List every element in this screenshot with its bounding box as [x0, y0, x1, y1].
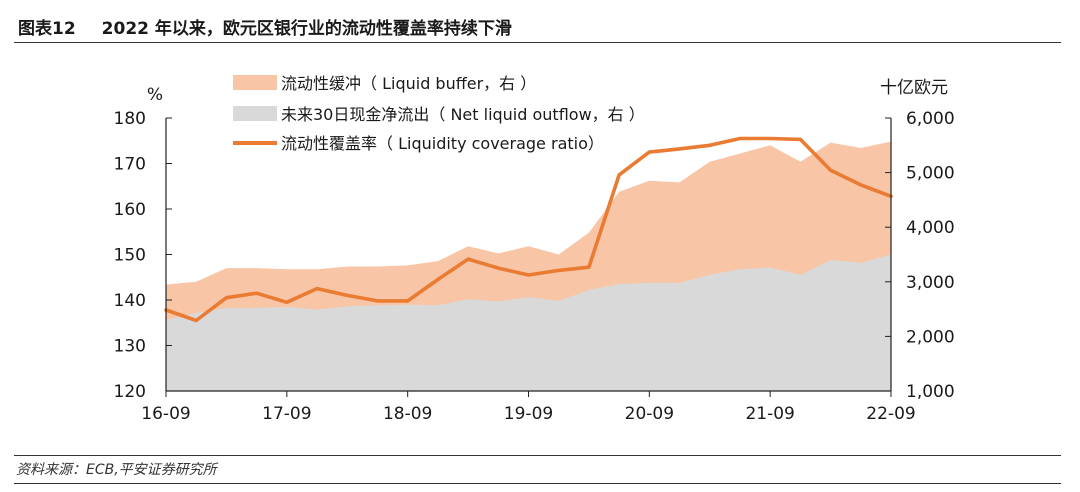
figure-title: 图表12 2022 年以来，欧元区银行业的流动性覆盖率持续下滑 [18, 14, 512, 39]
lcr-point [436, 278, 440, 281]
legend-swatch-buffer [233, 75, 277, 90]
left-tick-label: 130 [114, 337, 146, 357]
left-tick-label: 170 [114, 155, 146, 175]
left-tick-label: 140 [114, 291, 146, 311]
right-tick-label: 2,000 [906, 327, 955, 347]
lcr-point [376, 299, 379, 303]
lcr-point [466, 257, 470, 261]
left-tick-label: 120 [114, 382, 146, 402]
left-tick-label: 160 [114, 200, 146, 220]
lcr-point [406, 299, 409, 303]
x-tick-label: 22-09 [866, 404, 915, 424]
right-tick-label: 4,000 [906, 218, 955, 238]
lcr-point [708, 144, 711, 147]
right-axis-unit: 十亿欧元 [880, 78, 948, 98]
net-outflow-area [166, 254, 891, 391]
source-rule-bottom [14, 483, 1061, 484]
lcr-point [255, 291, 258, 295]
right-tick-label: 1,000 [906, 382, 955, 402]
lcr-point [799, 138, 802, 141]
lcr-point [346, 294, 349, 297]
lcr-point [768, 137, 772, 140]
right-tick-label: 5,000 [906, 164, 955, 184]
lcr-point [678, 147, 681, 151]
lcr-point [195, 319, 198, 322]
legend-label: 流动性覆盖率（ Liquidity coverage ratio） [281, 134, 604, 153]
left-tick-label: 150 [114, 246, 146, 266]
figure-number: 图表12 [18, 19, 76, 39]
lcr-point [497, 266, 500, 270]
lcr-point [285, 301, 289, 304]
lcr-point [859, 183, 862, 187]
x-tick-label: 20-09 [625, 404, 674, 424]
legend-swatch-outflow [233, 106, 277, 121]
lcr-point [557, 269, 560, 272]
lcr-point [527, 273, 530, 277]
left-tick-label: 180 [114, 109, 146, 129]
x-tick-label: 21-09 [745, 404, 794, 424]
left-axis-unit: % [147, 85, 163, 105]
right-tick-label: 6,000 [906, 109, 955, 129]
x-tick-label: 19-09 [504, 404, 553, 424]
x-tick-label: 18-09 [383, 404, 432, 424]
lcr-point [617, 173, 621, 177]
legend-label: 流动性缓冲（ Liquid buffer，右 ） [281, 74, 536, 93]
source-note: 资料来源：ECB,平安证券研究所 [16, 462, 217, 478]
title-rule [14, 42, 1061, 43]
legend-label: 未来30日现金净流出（ Net liquid outflow，右 ） [281, 105, 645, 124]
x-tick-label: 17-09 [262, 404, 311, 424]
lcr-point [315, 287, 319, 290]
figure-title-text: 2022 年以来，欧元区银行业的流动性覆盖率持续下滑 [101, 19, 512, 39]
x-tick-label: 16-09 [141, 404, 190, 424]
lcr-point [738, 137, 742, 140]
lcr-point [648, 150, 651, 154]
lcr-point [225, 296, 228, 299]
source-rule-top [14, 455, 1061, 456]
lcr-point [829, 169, 832, 172]
lcr-point [587, 266, 591, 269]
right-tick-label: 3,000 [906, 273, 955, 293]
